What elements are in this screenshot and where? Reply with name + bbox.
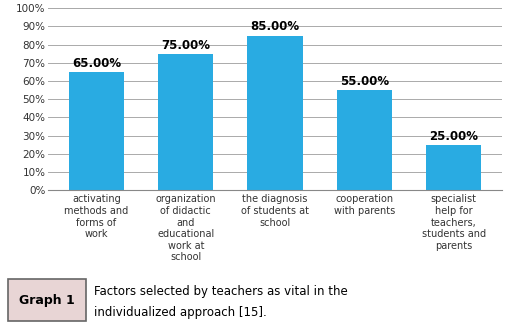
Bar bbox=[337, 90, 392, 190]
Text: 55.00%: 55.00% bbox=[340, 75, 389, 88]
Text: 65.00%: 65.00% bbox=[72, 57, 121, 70]
Bar bbox=[158, 54, 213, 190]
Bar bbox=[247, 35, 303, 190]
Bar bbox=[69, 72, 124, 190]
Text: 85.00%: 85.00% bbox=[250, 20, 300, 33]
Text: Graph 1: Graph 1 bbox=[19, 294, 75, 307]
Text: 25.00%: 25.00% bbox=[429, 130, 478, 143]
Text: Factors selected by teachers as vital in the: Factors selected by teachers as vital in… bbox=[94, 285, 347, 298]
Text: 75.00%: 75.00% bbox=[161, 38, 210, 51]
Bar bbox=[426, 145, 481, 190]
FancyBboxPatch shape bbox=[8, 279, 86, 321]
Text: individualized approach [15].: individualized approach [15]. bbox=[94, 306, 267, 319]
